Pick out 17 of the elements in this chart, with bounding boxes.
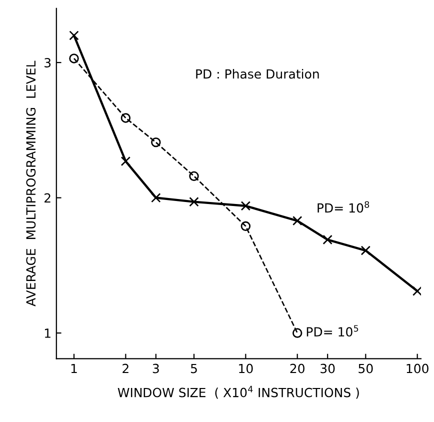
y-axis-title: AVERAGE MULTIPROGRAMMING LEVEL	[26, 60, 36, 306]
x-tick-label: 5	[190, 364, 197, 374]
x-tick-label: 3	[152, 364, 159, 374]
x-tick-label: 2	[122, 364, 128, 374]
series-label: PD= 10$^{5}$	[306, 325, 358, 337]
y-tick-label: 1	[44, 328, 50, 338]
x-tick-label: 10	[239, 364, 253, 374]
x-tick-label: 50	[358, 364, 373, 374]
y-tick-label: 2	[44, 193, 50, 203]
x-axis-title: WINDOW SIZE ( X10$^{4}$ INSTRUCTIONS )	[118, 386, 359, 399]
x-tick-label: 100	[406, 364, 428, 374]
series-label: PD= 10$^{8}$	[318, 201, 370, 213]
annotation: PD : Phase Duration	[196, 68, 319, 79]
x-tick-label: 20	[290, 364, 304, 374]
x-tick-label: 1	[71, 364, 77, 374]
y-tick-label: 3	[44, 58, 51, 68]
x-tick-label: 30	[320, 364, 335, 374]
